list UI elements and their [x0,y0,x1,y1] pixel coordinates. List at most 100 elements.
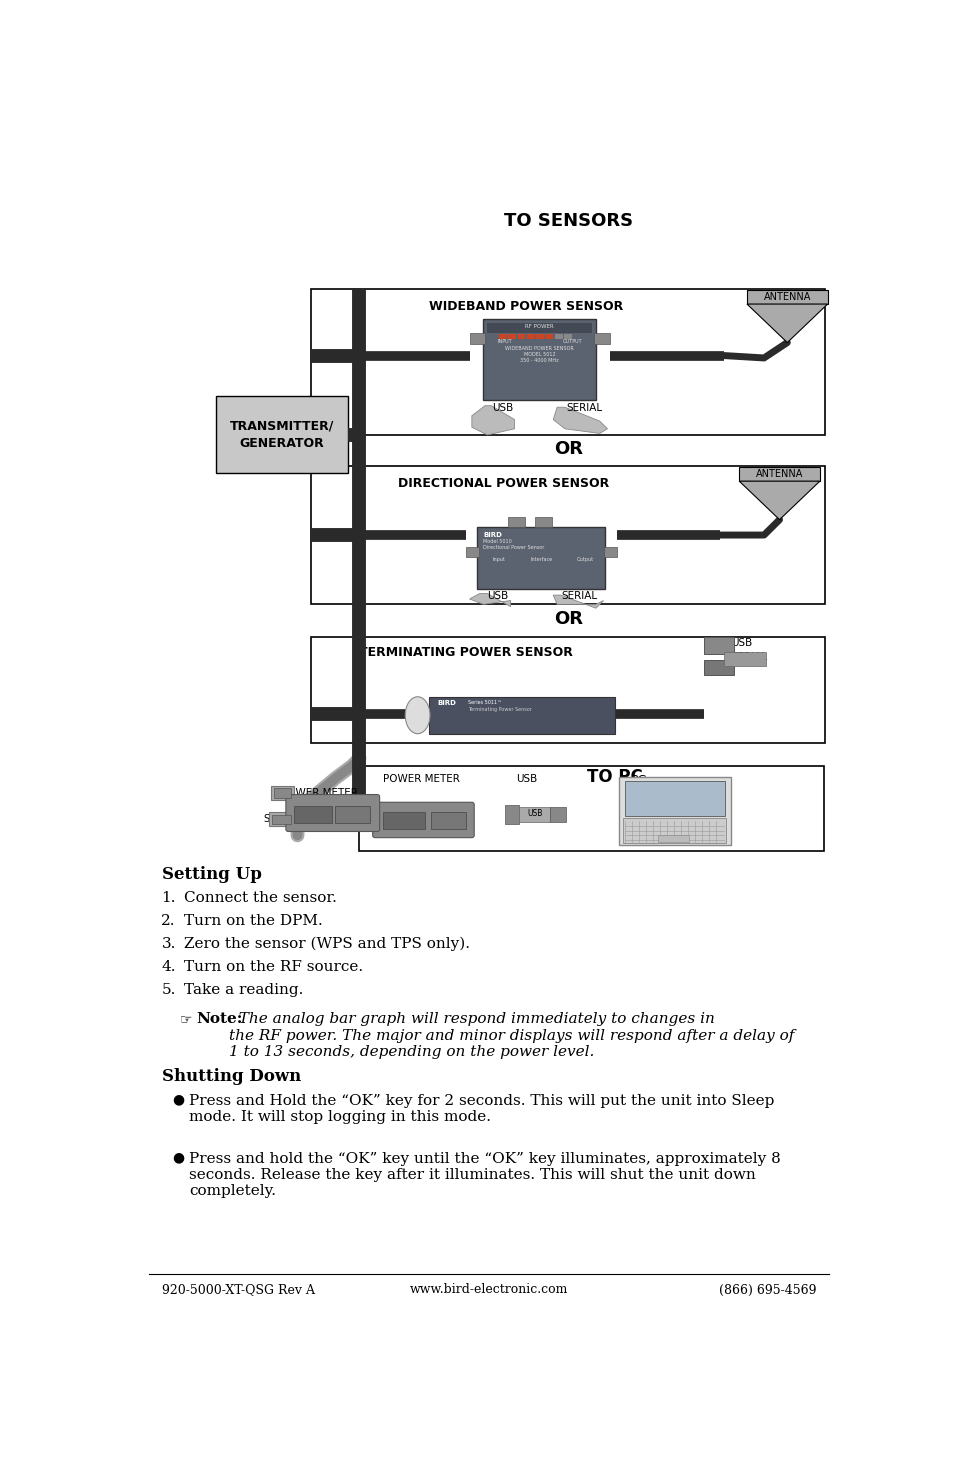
Bar [216,397,348,473]
Text: Take a reading.: Take a reading. [183,984,303,997]
Text: 5.: 5. [161,984,175,997]
Bar [469,332,484,344]
Bar [429,696,615,733]
Bar [746,291,827,304]
Bar [624,782,724,816]
Bar [622,819,725,844]
Text: RF POWER: RF POWER [525,324,554,329]
Text: ●: ● [172,1093,185,1106]
Text: Press and Hold the “OK” key for 2 seconds. This will put the unit into Sleep
mod: Press and Hold the “OK” key for 2 second… [189,1094,774,1124]
Bar [465,547,478,556]
Text: www.bird-electronic.com: www.bird-electronic.com [409,1283,568,1297]
Bar [518,807,550,822]
Text: ●: ● [172,1150,185,1164]
Text: 4.: 4. [161,960,175,974]
Text: INPUT: INPUT [497,339,512,344]
Text: Press and hold the “OK” key until the “OK” key illuminates, approximately 8
seco: Press and hold the “OK” key until the “O… [189,1152,780,1198]
Text: MODEL 5012: MODEL 5012 [523,353,555,357]
Text: The analog bar graph will respond immediately to changes in
the RF power. The ma: The analog bar graph will respond immedi… [229,1012,794,1059]
Text: TRANSMITTER/
GENERATOR: TRANSMITTER/ GENERATOR [230,419,334,450]
Text: Turn on the DPM.: Turn on the DPM. [183,914,322,928]
Text: Note:: Note: [196,1012,243,1027]
Bar [359,766,823,851]
Text: (866) 695-4569: (866) 695-4569 [719,1283,816,1297]
Polygon shape [739,481,819,519]
Text: WIDEBAND POWER SENSOR: WIDEBAND POWER SENSOR [505,345,574,351]
Polygon shape [553,407,607,434]
Text: Terminating Power Sensor: Terminating Power Sensor [468,707,532,712]
Bar [723,652,765,665]
FancyBboxPatch shape [286,795,379,832]
Text: 920-5000-XT-QSG Rev A: 920-5000-XT-QSG Rev A [162,1283,314,1297]
Bar [505,804,518,825]
Text: 1.: 1. [161,891,175,904]
Bar [382,813,425,829]
Bar [658,835,688,842]
Text: POWER METER: POWER METER [280,788,357,798]
Text: TO SENSORS: TO SENSORS [503,211,633,230]
Text: Setting Up: Setting Up [162,866,261,884]
Text: Shutting Down: Shutting Down [162,1068,301,1086]
Text: DIRECTIONAL POWER SENSOR: DIRECTIONAL POWER SENSOR [397,478,609,490]
Bar [545,333,553,339]
Text: 350 - 4000 MHz: 350 - 4000 MHz [519,358,558,363]
Text: ☞: ☞ [179,1012,192,1027]
Text: USB: USB [486,591,508,602]
Bar [274,788,291,798]
Text: Zero the sensor (WPS and TPS only).: Zero the sensor (WPS and TPS only). [183,937,469,951]
Text: OR: OR [554,441,582,459]
FancyBboxPatch shape [373,802,474,838]
Bar [703,637,733,655]
Text: Output: Output [576,556,593,562]
Polygon shape [746,304,827,342]
Bar [508,333,516,339]
Text: BIRD: BIRD [483,532,502,538]
Bar [271,786,294,799]
Text: SERIAL: SERIAL [565,403,601,413]
Bar [483,320,596,400]
Text: SERIAL: SERIAL [263,814,297,825]
Text: TO PC: TO PC [587,768,642,786]
Bar [536,333,543,339]
Text: USB: USB [516,774,537,783]
Text: SERIAL: SERIAL [561,591,597,602]
Bar [550,807,565,822]
Bar [739,468,819,481]
Text: ANTENNA: ANTENNA [755,469,802,479]
Text: Model 5010: Model 5010 [483,538,512,544]
Bar [335,807,369,823]
Bar [526,333,534,339]
Bar [311,637,823,743]
Bar [555,333,562,339]
Text: Directional Power Sensor: Directional Power Sensor [483,546,544,550]
Text: PC: PC [630,774,646,786]
Bar [594,332,609,344]
Text: USB: USB [492,403,513,413]
Bar [703,659,733,676]
Text: USB: USB [731,639,752,648]
Text: BIRD: BIRD [436,699,456,707]
Bar [618,777,731,845]
Bar [476,528,604,589]
Text: ANTENNA: ANTENNA [762,292,810,302]
Bar [535,516,552,528]
Bar [431,813,465,829]
Bar [272,814,291,825]
Text: Interface: Interface [530,556,552,562]
Bar [311,466,823,605]
Text: TERMINATING POWER SENSOR: TERMINATING POWER SENSOR [359,646,573,659]
Text: OR: OR [554,609,582,628]
Ellipse shape [405,696,430,733]
Bar [311,289,823,435]
Bar [508,516,525,528]
Bar [603,547,617,556]
Text: OUTPUT: OUTPUT [561,339,581,344]
Polygon shape [553,594,603,608]
Text: Input: Input [493,556,505,562]
Text: USB: USB [526,810,541,819]
Bar [294,807,332,823]
Polygon shape [472,406,514,435]
Polygon shape [469,593,510,606]
Text: USB: USB [270,788,290,798]
Bar [563,333,571,339]
